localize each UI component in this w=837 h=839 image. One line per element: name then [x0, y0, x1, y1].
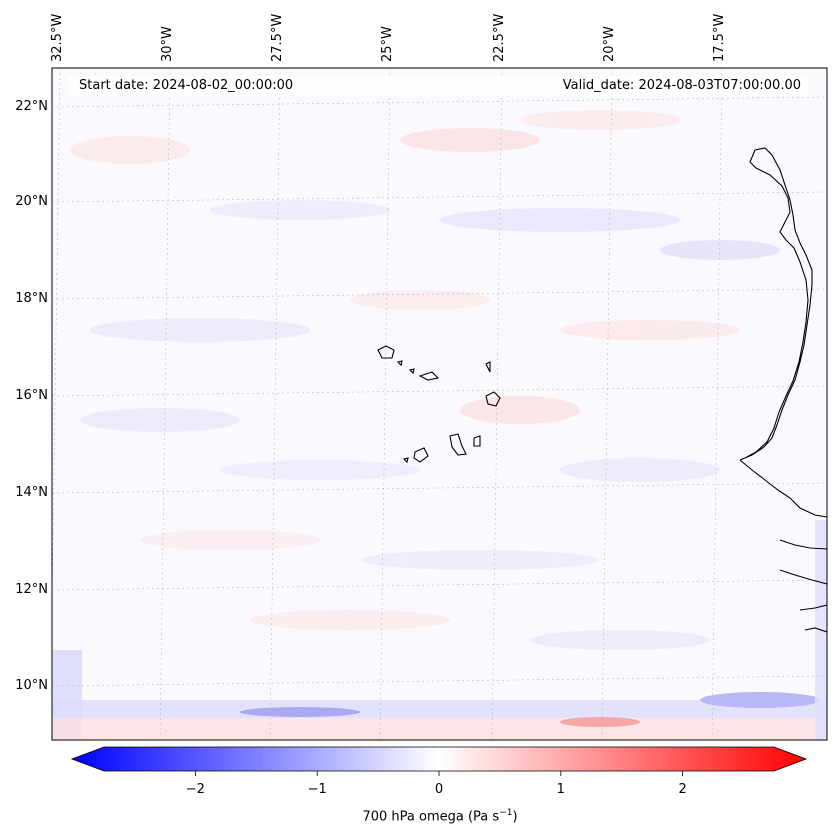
lon-label: 32.5°W [50, 13, 65, 62]
colorbar-tick-label: −1 [307, 782, 327, 797]
parallel-line [52, 96, 827, 108]
meridian-line [379, 68, 391, 740]
parallel-line [52, 191, 827, 203]
colorbar-units-exponent: −1 [499, 808, 513, 818]
lon-label: 17.5°W [712, 13, 727, 62]
parallel-line [52, 482, 827, 494]
lat-label: 14°N [15, 485, 48, 500]
colorbar-units: Pa s [473, 809, 500, 825]
colorbar-tick-label: 0 [434, 782, 444, 797]
lon-label: 25°W [380, 26, 395, 62]
lat-label: 18°N [15, 291, 48, 306]
meridian-line [159, 68, 171, 740]
parallel-line [52, 579, 827, 591]
start-date: Start date: 2024-08-02_00:00:00 [79, 78, 294, 93]
lat-label: 22°N [15, 99, 48, 114]
parallel-line [52, 675, 827, 687]
meridian-line [52, 68, 61, 623]
lat-label: 10°N [15, 678, 48, 693]
lon-label: 22.5°W [492, 13, 507, 62]
meridian-line [601, 68, 613, 740]
meridian-line [711, 68, 723, 740]
info-band [68, 76, 808, 96]
omega-field [52, 68, 827, 740]
lat-label: 20°N [15, 194, 48, 209]
parallel-line [52, 385, 827, 397]
meridian-line [269, 68, 281, 740]
colorbar-variable: 700 hPa omega [362, 809, 464, 825]
valid-date: Valid_date: 2024-08-03T07:00:00.00 [562, 78, 801, 93]
parallel-line [52, 288, 827, 300]
colorbar-tick-label: 1 [556, 782, 565, 797]
lat-label: 12°N [15, 582, 48, 597]
colorbar-title: 700 hPa omega (Pa s−1) [362, 808, 518, 825]
lat-label: 16°N [15, 388, 48, 403]
colorbar-tick-label: 2 [678, 782, 687, 797]
coastline [739, 147, 827, 633]
colorbar-tick-label: −2 [185, 782, 205, 797]
lon-label: 27.5°W [270, 13, 285, 62]
cape-verde-islands [377, 345, 501, 464]
lon-label: 20°W [602, 26, 617, 62]
map-frame [51, 67, 828, 741]
lon-label: 30°W [160, 26, 175, 62]
colorbar [70, 746, 808, 776]
